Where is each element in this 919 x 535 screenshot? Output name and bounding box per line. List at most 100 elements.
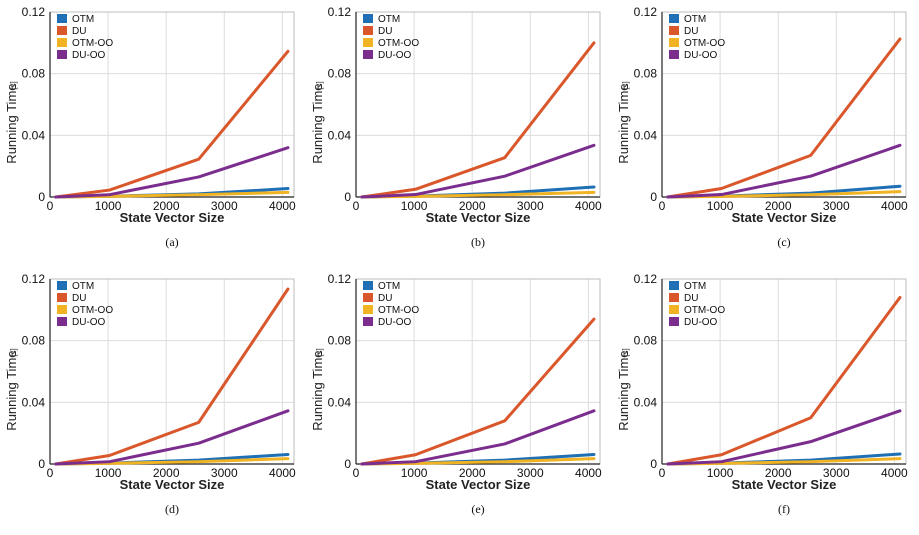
legend-label: OTM xyxy=(378,281,400,292)
legend-swatch xyxy=(669,305,679,314)
x-tick-label: 3000 xyxy=(823,466,850,480)
chart-panel: 0 1000 2000 3000 4000 0 0.04 0.08 0.12 State Vect… xyxy=(616,5,908,249)
legend-swatch xyxy=(363,305,373,314)
legend-swatch xyxy=(57,38,67,47)
legend-label: OTM-OO xyxy=(72,305,113,316)
y-axis-label: Running Time xyxy=(616,83,631,163)
y-tick-label: 0 xyxy=(650,457,657,471)
legend-swatch xyxy=(363,281,373,290)
legend-label: OTM xyxy=(72,14,94,25)
series-line-du xyxy=(360,317,596,466)
y-tick-label: 0.12 xyxy=(22,5,46,19)
x-tick-label: 1000 xyxy=(707,199,734,213)
y-tick-label: 0.12 xyxy=(634,5,658,19)
chart-panel: 0 1000 2000 3000 4000 0 0.04 0.08 0.12 State Vect… xyxy=(616,272,908,516)
y-axis-label: Running Time xyxy=(616,350,631,430)
x-tick-label: 1000 xyxy=(95,199,122,213)
legend-label: DU-OO xyxy=(684,50,718,61)
legend-swatch xyxy=(363,293,373,302)
series-line-du xyxy=(666,37,902,199)
y-tick-label: 0.12 xyxy=(328,272,352,286)
y-axis-unit: [s] xyxy=(621,81,630,89)
legend-label: DU-OO xyxy=(378,317,412,328)
panel-caption: (b) xyxy=(471,235,485,249)
legend-swatch xyxy=(669,38,679,47)
legend-swatch xyxy=(363,38,373,47)
x-tick-label: 3000 xyxy=(211,466,238,480)
y-axis-label: Running Time xyxy=(310,350,325,430)
panel-caption: (e) xyxy=(471,502,484,516)
x-tick-label: 2000 xyxy=(459,199,486,213)
y-axis-unit: [s] xyxy=(621,348,630,356)
y-axis-label: Running Time xyxy=(4,350,19,430)
y-tick-label: 0.08 xyxy=(634,334,658,348)
y-tick-label: 0.08 xyxy=(328,334,352,348)
y-tick-label: 0.04 xyxy=(22,128,46,142)
x-axis-label: State Vector Size xyxy=(426,210,531,225)
panel-caption: (a) xyxy=(165,235,178,249)
x-tick-label: 2000 xyxy=(765,466,792,480)
x-tick-label: 0 xyxy=(353,199,360,213)
legend-swatch xyxy=(669,293,679,302)
y-axis-unit: [s] xyxy=(9,81,18,89)
legend-swatch xyxy=(669,317,679,326)
series-line-du-oo xyxy=(54,409,290,466)
legend-swatch xyxy=(57,305,67,314)
x-axis-label: State Vector Size xyxy=(732,477,837,492)
legend-label: OTM xyxy=(72,281,94,292)
legend-swatch xyxy=(669,26,679,35)
x-axis-label: State Vector Size xyxy=(120,477,225,492)
x-tick-label: 3000 xyxy=(517,199,544,213)
legend-label: DU xyxy=(378,26,392,37)
panel-caption: (d) xyxy=(165,502,179,516)
y-tick-label: 0.12 xyxy=(634,272,658,286)
legend-label: OTM-OO xyxy=(378,305,419,316)
x-axis-label: State Vector Size xyxy=(732,210,837,225)
y-tick-label: 0.04 xyxy=(328,395,352,409)
x-tick-label: 0 xyxy=(659,466,666,480)
series-line-du-oo xyxy=(360,409,596,466)
x-tick-label: 4000 xyxy=(881,466,908,480)
chart-panel: 0 1000 2000 3000 4000 0 0.04 0.08 0.12 State Vect… xyxy=(4,5,296,249)
y-tick-label: 0.12 xyxy=(22,272,46,286)
legend-label: OTM-OO xyxy=(378,38,419,49)
series-line-du xyxy=(54,49,290,199)
x-tick-label: 2000 xyxy=(153,199,180,213)
x-tick-label: 4000 xyxy=(575,466,602,480)
x-tick-label: 0 xyxy=(353,466,360,480)
legend-swatch xyxy=(363,317,373,326)
y-tick-label: 0 xyxy=(344,457,351,471)
legend-label: OTM-OO xyxy=(72,38,113,49)
y-tick-label: 0 xyxy=(344,190,351,204)
y-tick-label: 0 xyxy=(650,190,657,204)
legend-label: OTM xyxy=(684,14,706,25)
legend-label: OTM xyxy=(684,281,706,292)
y-axis-label: Running Time xyxy=(4,83,19,163)
series-line-du-oo xyxy=(666,143,902,199)
legend-label: DU xyxy=(378,293,392,304)
legend-swatch xyxy=(363,26,373,35)
legend-label: DU-OO xyxy=(72,317,106,328)
panel-caption: (f) xyxy=(778,502,790,516)
legend-label: DU xyxy=(684,293,698,304)
legend-label: DU xyxy=(72,293,86,304)
x-tick-label: 0 xyxy=(47,466,54,480)
y-axis-unit: [s] xyxy=(315,348,324,356)
series-line-du-oo xyxy=(360,143,596,199)
y-tick-label: 0.04 xyxy=(22,395,46,409)
chart-panel: 0 1000 2000 3000 4000 0 0.04 0.08 0.12 State Vect… xyxy=(310,5,602,249)
x-tick-label: 0 xyxy=(659,199,666,213)
legend-swatch xyxy=(57,281,67,290)
legend-swatch xyxy=(57,317,67,326)
legend-label: DU-OO xyxy=(72,50,106,61)
y-tick-label: 0.04 xyxy=(634,128,658,142)
series-line-du xyxy=(360,41,596,199)
legend-label: OTM-OO xyxy=(684,305,725,316)
x-tick-label: 4000 xyxy=(269,199,296,213)
legend-swatch xyxy=(57,293,67,302)
y-tick-label: 0 xyxy=(38,190,45,204)
y-tick-label: 0.08 xyxy=(22,334,46,348)
x-axis-label: State Vector Size xyxy=(120,210,225,225)
legend-label: OTM xyxy=(378,14,400,25)
